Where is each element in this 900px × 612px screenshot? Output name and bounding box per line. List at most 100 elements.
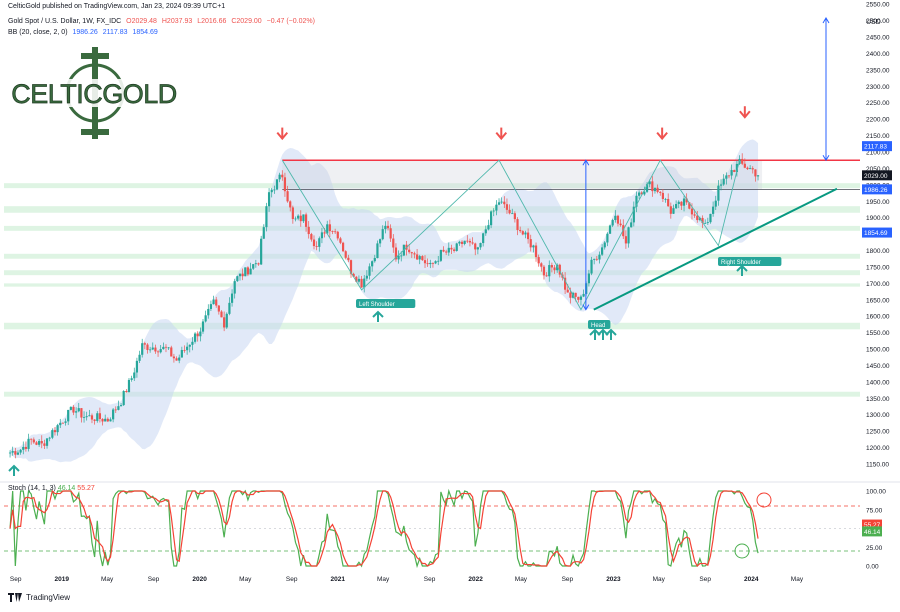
candle-body	[151, 347, 154, 350]
candle-body	[706, 222, 709, 223]
candle-body	[53, 430, 57, 433]
candle-body	[529, 239, 532, 248]
candle-body	[32, 439, 35, 443]
candle-body	[704, 222, 707, 224]
candle-body	[733, 170, 736, 173]
candle-body	[479, 243, 482, 248]
candle-body	[212, 299, 215, 305]
candle-body	[413, 253, 416, 255]
peak-arrow-icon	[276, 127, 289, 141]
candle-body	[69, 406, 72, 410]
arrow-tip	[605, 328, 617, 336]
candle-body	[85, 416, 88, 418]
candle-body	[606, 233, 609, 243]
time-tick-label: May	[239, 576, 252, 583]
candle-body	[489, 211, 493, 226]
price-tick-label: 1550.00	[866, 330, 890, 337]
label-text: Left Shoulder	[359, 302, 395, 308]
celticgold-logo: CELTICGOLD	[10, 47, 178, 139]
candle-body	[209, 304, 213, 309]
candle-body	[191, 341, 194, 345]
candle-body	[452, 249, 456, 251]
candle-body	[130, 378, 133, 380]
time-tick-label: Sep	[424, 576, 436, 583]
time-tick-label: May	[791, 576, 804, 583]
candle-body	[159, 349, 162, 353]
candle-body	[281, 174, 284, 178]
time-tick-label: 2023	[606, 576, 621, 583]
candle-body	[162, 346, 165, 350]
candle-body	[101, 418, 104, 422]
tradingview-footer[interactable]: TradingView	[8, 593, 70, 602]
candle-body	[315, 246, 318, 247]
label-text: Right Shoulder	[721, 260, 761, 266]
candle-body	[196, 333, 199, 337]
candle-body	[677, 201, 680, 205]
candle-body	[648, 181, 651, 185]
candle-body	[653, 187, 657, 192]
price-tick-label: 1600.00	[866, 314, 890, 321]
candle-body	[270, 189, 273, 193]
candle-body	[495, 204, 498, 211]
candle-body	[371, 261, 374, 267]
currency-label: USD	[866, 19, 881, 26]
candle-body	[569, 292, 572, 298]
bb-upper: 2117.83	[102, 29, 128, 36]
candle-body	[463, 240, 466, 244]
candle-body	[394, 247, 398, 260]
time-axis: Sep 2019 May Sep 2020 May Sep 2021 May Sep 2022 May…	[10, 576, 804, 583]
candle-body	[645, 184, 649, 192]
price-badge-label: 1986.26	[864, 187, 888, 194]
candle-body	[601, 247, 604, 255]
candle-body	[246, 267, 250, 275]
arrow-head-up	[822, 17, 830, 24]
candle-body	[439, 249, 442, 261]
time-tick-label: Sep	[148, 576, 160, 583]
candle-body	[328, 224, 331, 232]
price-tick-label: 1300.00	[866, 412, 890, 419]
price-badge-label: 2117.83	[864, 144, 887, 151]
candle-body	[595, 258, 598, 260]
arrow-tip	[372, 310, 384, 318]
candle-body	[61, 422, 65, 424]
candle-body	[201, 321, 205, 332]
candle-body	[310, 234, 313, 240]
candle-body	[431, 262, 435, 264]
price-tick-label: 2050.00	[866, 166, 890, 173]
price-tick-label: 2150.00	[866, 133, 890, 140]
candle-body	[534, 245, 538, 258]
price-badge-bg	[862, 227, 892, 238]
candle-body	[16, 452, 20, 455]
candle-body	[545, 275, 548, 277]
candle-body	[175, 358, 178, 361]
candle-body	[709, 213, 712, 223]
candle-body	[484, 229, 487, 234]
candle-body	[712, 206, 715, 214]
candle-body	[635, 195, 638, 207]
published-text: CelticGold published on TradingView.com,…	[8, 3, 226, 10]
logo-text-backdrop	[10, 79, 178, 107]
price-tick-label: 1750.00	[866, 264, 890, 271]
candle-body	[487, 225, 490, 230]
candle-body	[349, 260, 353, 274]
candle-body	[564, 277, 567, 290]
candle-body	[474, 243, 477, 250]
time-tick-label: 2021	[331, 576, 346, 583]
candle-body	[352, 273, 355, 277]
stoch-tick-label: 25.00	[866, 545, 883, 552]
stoch-badge-label: 55.27	[864, 522, 881, 529]
candle-body	[746, 167, 749, 170]
candle-body	[252, 264, 255, 269]
support-zone	[4, 391, 860, 397]
candle-body	[96, 413, 99, 421]
candle-body	[558, 264, 561, 275]
candle-body	[542, 266, 546, 276]
candle-body	[624, 236, 627, 244]
candle-body	[751, 168, 754, 170]
stoch-header: Stoch (14, 1, 3) 46.14 55.27	[8, 485, 95, 492]
candle-body	[508, 209, 511, 214]
candle-body	[312, 239, 316, 247]
candle-body	[579, 296, 583, 300]
price-target-arrow	[822, 17, 830, 162]
